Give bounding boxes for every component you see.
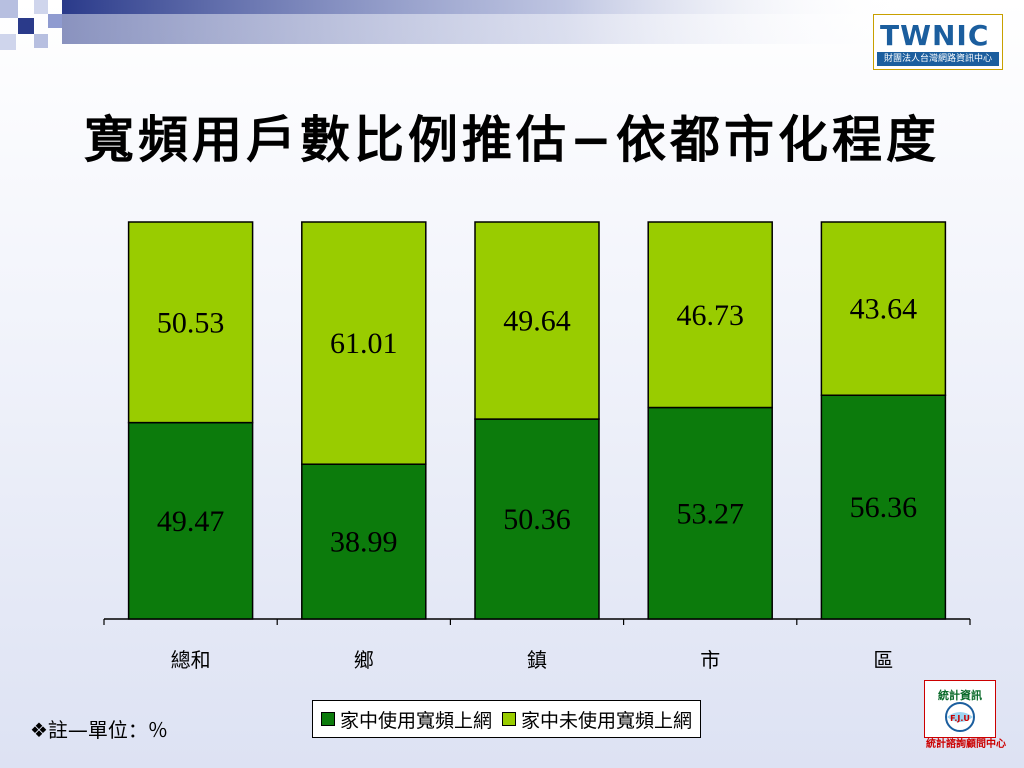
twnic-logo-subtitle: 財團法人台灣網路資訊中心: [877, 52, 999, 66]
bar-series1-4: [647, 406, 773, 620]
bar-series1-5: [820, 394, 947, 620]
data-label-series2-5: 43.64: [850, 293, 918, 326]
data-label-series1-2: 38.99: [330, 526, 398, 559]
legend-swatch-series1: [321, 712, 335, 726]
data-label-series1-1: 49.47: [157, 505, 225, 538]
data-label-series2-2: 61.01: [330, 327, 398, 360]
bar-series2-5: [820, 221, 947, 397]
fju-logo-caption: 統計諮詢顧問中心: [926, 739, 1006, 750]
bar-series2-2: [301, 221, 427, 465]
bar-series2-1: [127, 221, 254, 424]
fju-logo: 統計資訊 F.J.U 統計諮詢顧問中心: [918, 680, 1018, 752]
stacked-bar-chart: 49.47 50.53 總和 38.99 61.01 鄉 50.36 49.64 鎮 53.27 4…: [103, 221, 971, 672]
svg-text:F.J.U: F.J.U: [950, 714, 970, 723]
category-label-3: 鎮: [527, 648, 547, 672]
unit-note: ❖註—單位：％: [30, 718, 168, 742]
bar-series1-2: [301, 463, 427, 620]
data-label-series1-5: 56.36: [850, 491, 918, 524]
bar-series2-4: [647, 221, 773, 409]
chart-legend: 家中使用寬頻上網 家中未使用寬頻上網: [312, 700, 702, 738]
data-label-series1-4: 53.27: [676, 497, 744, 530]
category-label-1: 總和: [171, 648, 211, 672]
legend-label-series1: 家中使用寬頻上網: [340, 709, 493, 732]
legend-swatch-series2: [502, 712, 517, 726]
category-label-5: 區: [873, 648, 893, 672]
data-label-series2-4: 46.73: [676, 299, 744, 332]
corner-decoration: [0, 0, 900, 50]
category-label-4: 市: [700, 648, 720, 672]
legend-label-series2: 家中未使用寬頻上網: [521, 709, 693, 732]
data-label-series2-1: 50.53: [157, 306, 225, 339]
fju-emblem-icon: 統計資訊 F.J.U: [924, 680, 996, 738]
page-title: 寬頻用戶數比例推估−依都市化程度: [84, 110, 940, 169]
bar-series1-3: [474, 418, 600, 620]
svg-text:統計資訊: 統計資訊: [938, 688, 982, 702]
data-label-series2-3: 49.64: [503, 305, 571, 338]
legend-item-series1: 家中使用寬頻上網: [321, 706, 492, 733]
data-label-series1-3: 50.36: [503, 503, 571, 536]
legend-item-series2: 家中未使用寬頻上網: [502, 706, 692, 733]
category-label-2: 鄉: [354, 648, 374, 672]
twnic-logo: TWNIC 財團法人台灣網路資訊中心: [873, 14, 1003, 70]
twnic-logo-word: TWNIC: [880, 19, 990, 52]
bar-series2-3: [474, 221, 600, 420]
